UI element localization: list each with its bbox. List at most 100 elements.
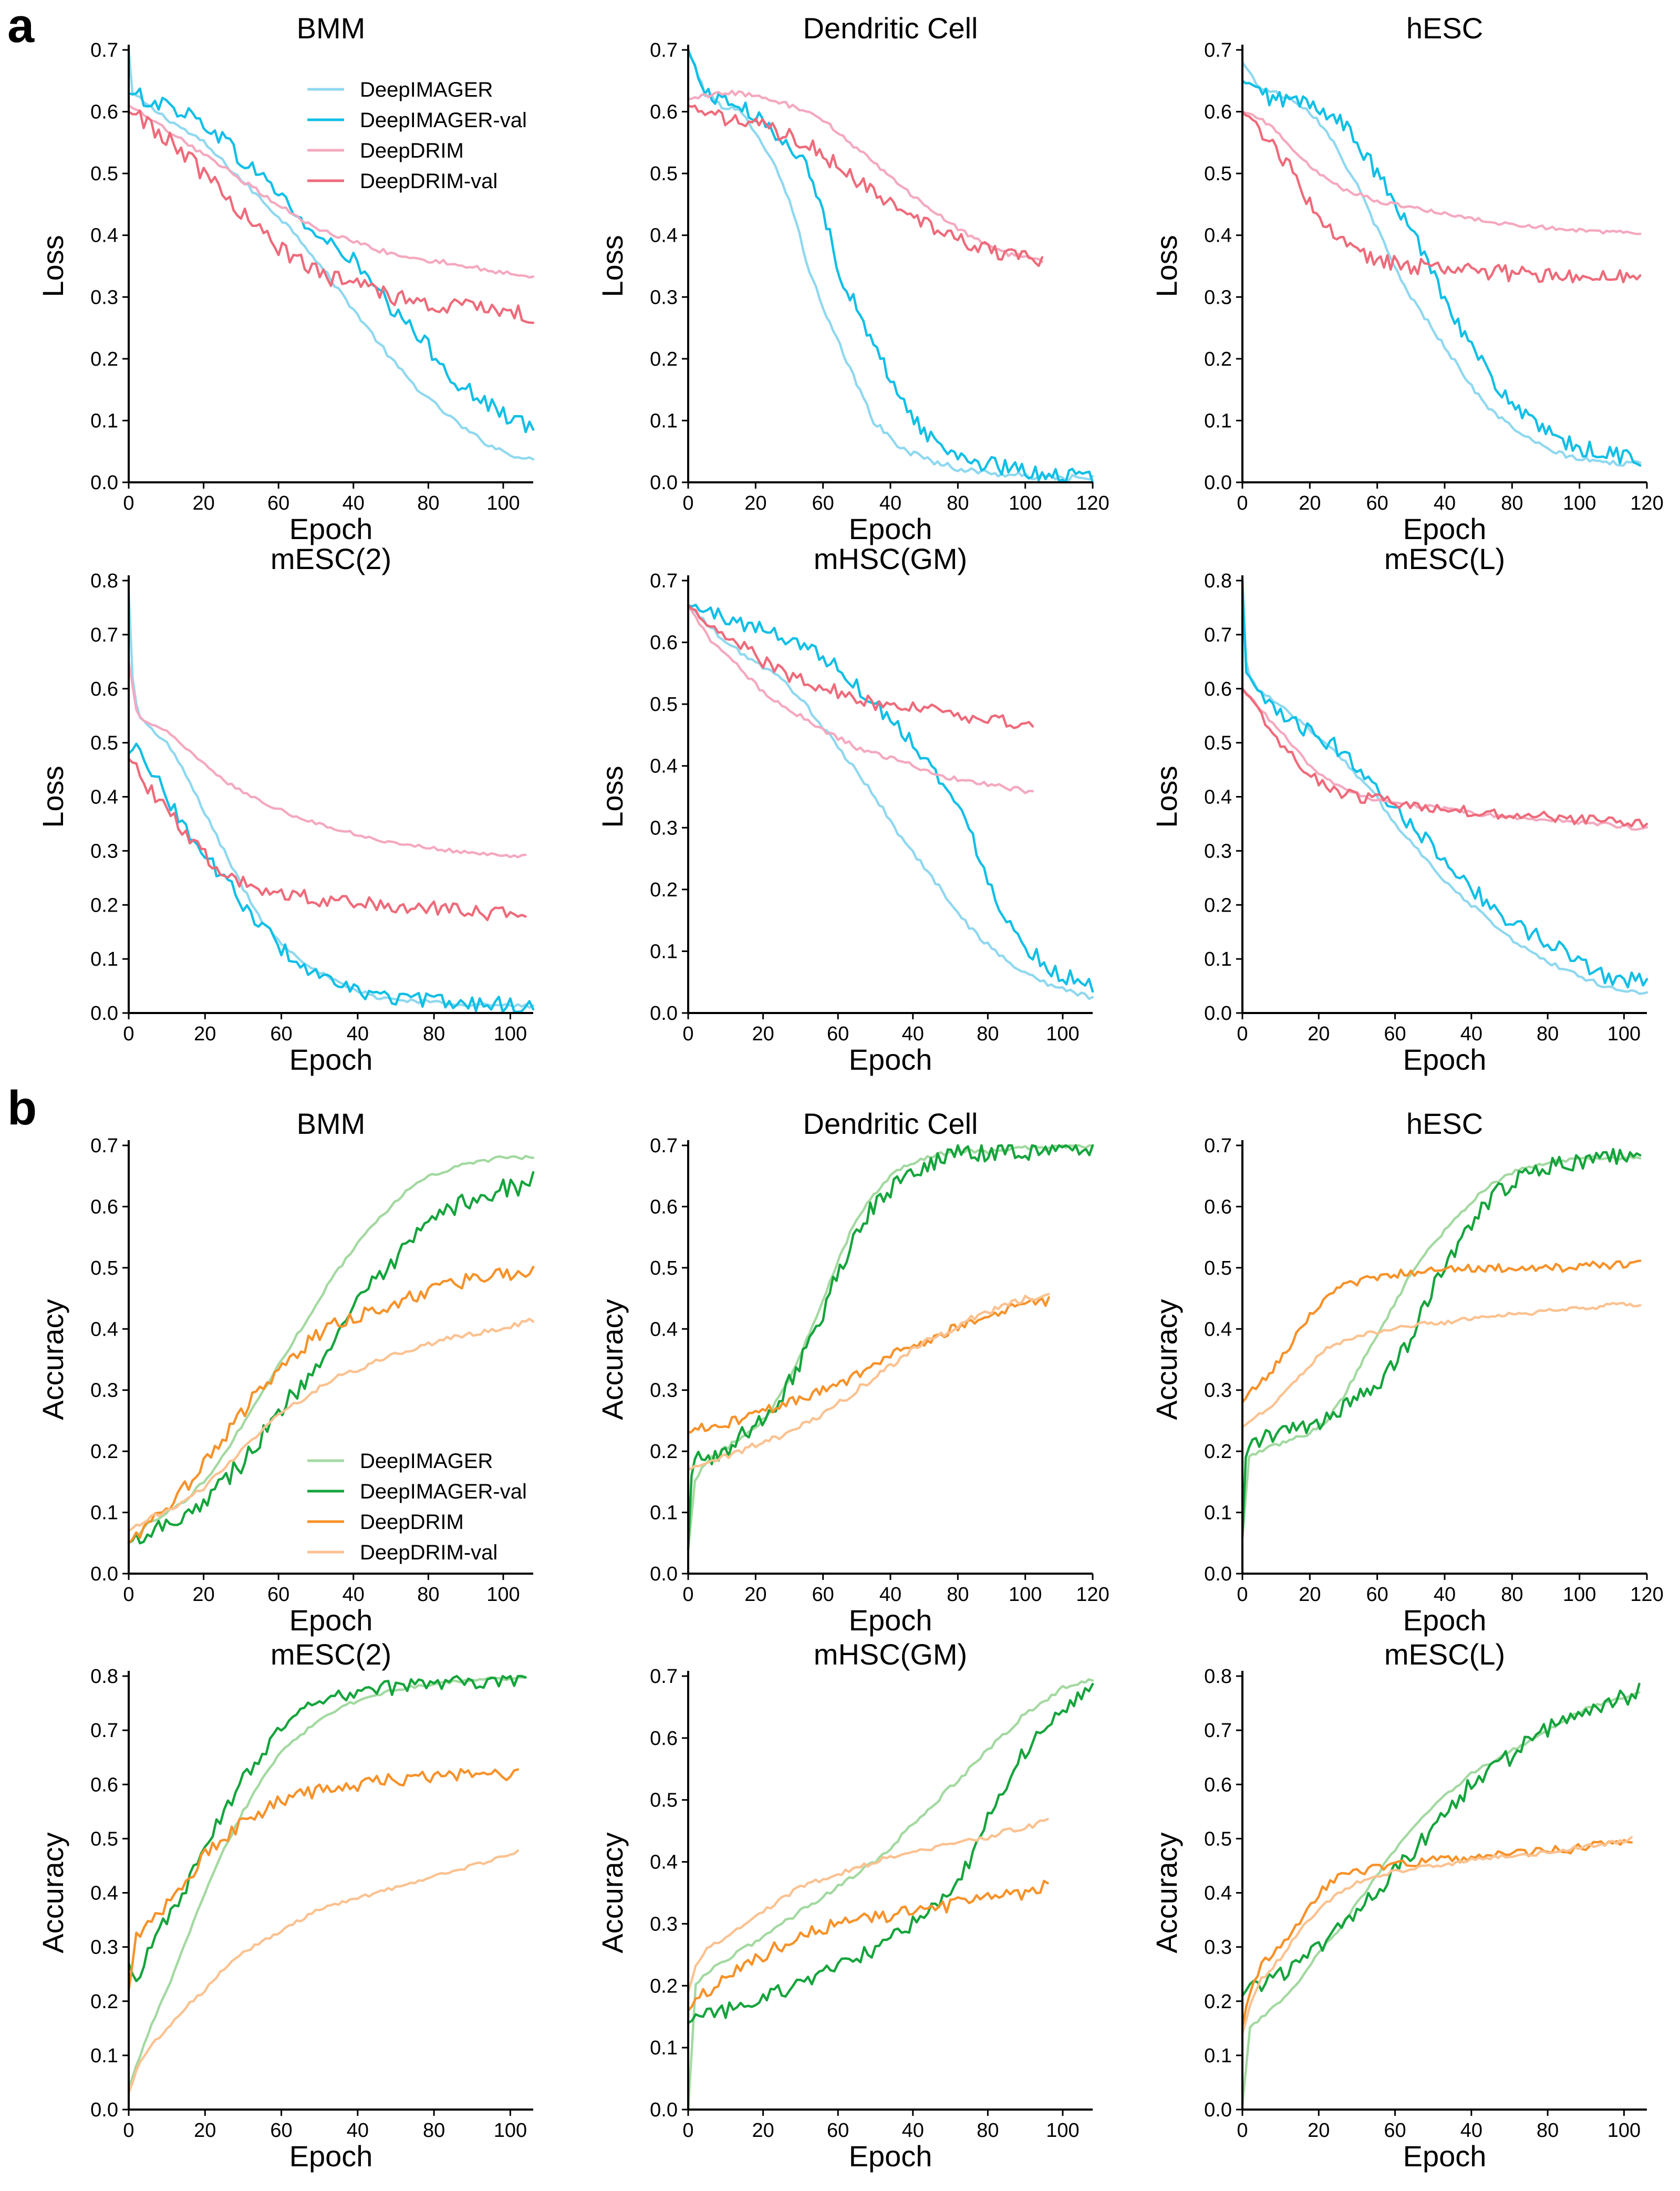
charts-container: BMM 0.0 0.1 0.2 0.3 0.4 0.5 0.6 0.7 0 20 60 40 80 100 E… xyxy=(36,12,1664,2173)
y-tick-label: 0.7 xyxy=(1204,39,1232,61)
chart-title: mESC(L) xyxy=(1384,1638,1505,1671)
legend-label: DeepIMAGER xyxy=(360,78,493,101)
y-tick-label: 0.2 xyxy=(1204,1991,1232,2013)
y-tick-label: 0.6 xyxy=(90,101,118,123)
y-tick-label: 0.7 xyxy=(650,570,678,592)
x-tick-label: 20 xyxy=(1299,492,1321,514)
y-tick-label: 0.5 xyxy=(1204,732,1232,755)
x-tick-label: 40 xyxy=(1434,492,1456,514)
x-tick-label: 80 xyxy=(977,2120,999,2142)
series-line-DeepIMAGER-val xyxy=(1241,579,1648,989)
y-tick-label: 0.0 xyxy=(1204,2099,1232,2121)
y-tick-label: 0.4 xyxy=(650,1318,678,1340)
x-tick-label: 80 xyxy=(417,1584,439,1606)
y-tick-label: 0.5 xyxy=(90,732,118,755)
chart-11: mESC(L) 0.0 0.1 0.2 0.3 0.4 0.5 0.6 0.7 0.8 0 20 60 4… xyxy=(1150,1638,1647,2173)
x-tick-label: 40 xyxy=(879,1584,901,1606)
series-line-DeepDRIM xyxy=(1241,1259,1642,1404)
legend-label: DeepDRIM xyxy=(360,139,464,162)
chart-title: Dendritic Cell xyxy=(803,1107,978,1140)
x-tick-label: 0 xyxy=(1237,2120,1248,2142)
y-axis-label: Loss xyxy=(596,235,629,297)
y-tick-label: 0.5 xyxy=(90,163,118,185)
y-tick-label: 0.1 xyxy=(1204,948,1232,970)
x-tick-label: 80 xyxy=(1537,2120,1559,2142)
y-tick-label: 0.1 xyxy=(90,2045,118,2067)
y-tick-label: 0.4 xyxy=(1204,1883,1232,1905)
y-tick-label: 0.0 xyxy=(650,472,678,494)
series-line-DeepIMAGER xyxy=(127,1154,535,1545)
x-tick-label: 100 xyxy=(1046,1023,1079,1045)
x-tick-label: 60 xyxy=(1384,2120,1406,2142)
series-line-DeepDRIM-val xyxy=(1241,1301,1642,1428)
x-tick-label: 20 xyxy=(752,2120,774,2142)
y-tick-label: 0.3 xyxy=(650,1380,678,1402)
x-tick-label: 0 xyxy=(1237,492,1248,514)
y-tick-label: 0.6 xyxy=(90,1196,118,1218)
y-axis-label: Accuracy xyxy=(1150,1299,1183,1420)
x-tick-label: 60 xyxy=(827,1023,849,1045)
series-line-DeepDRIM-val xyxy=(687,1293,1050,1471)
series-line-DeepDRIM xyxy=(687,604,1034,794)
y-tick-label: 0.3 xyxy=(1204,840,1232,862)
series-line-DeepIMAGER-val xyxy=(687,603,1094,993)
x-tick-label: 0 xyxy=(123,492,134,514)
x-tick-label: 20 xyxy=(192,492,214,514)
x-tick-label: 20 xyxy=(1308,1023,1330,1045)
series-line-DeepDRIM-val xyxy=(127,1849,520,2095)
series-line-DeepIMAGER-val xyxy=(127,742,535,1014)
x-axis-label: Epoch xyxy=(1403,1043,1487,1076)
y-tick-label: 0.6 xyxy=(1204,101,1232,123)
x-tick-label: 60 xyxy=(267,1584,289,1606)
y-tick-label: 0.3 xyxy=(90,1380,118,1402)
chart-8: hESC 0.0 0.1 0.2 0.3 0.4 0.5 0.6 0.7 0 20 60 40 80 100… xyxy=(1150,1107,1664,1637)
x-tick-label: 120 xyxy=(1076,492,1109,514)
series-line-DeepIMAGER-val xyxy=(127,87,535,433)
x-tick-label: 0 xyxy=(1237,1023,1248,1045)
y-tick-label: 0.8 xyxy=(90,570,118,592)
y-tick-label: 0.5 xyxy=(650,1257,678,1279)
series-line-DeepIMAGER-val xyxy=(1241,1148,1642,1538)
y-axis-label: Accuracy xyxy=(36,1832,69,1953)
y-tick-label: 0.5 xyxy=(1204,1257,1232,1279)
x-tick-label: 80 xyxy=(977,1023,999,1045)
y-tick-label: 0.2 xyxy=(1204,1441,1232,1463)
y-tick-label: 0.6 xyxy=(1204,1196,1232,1218)
y-tick-label: 0.2 xyxy=(90,894,118,916)
series-line-DeepIMAGER xyxy=(127,48,535,461)
y-tick-label: 0.2 xyxy=(90,1441,118,1463)
legend-label: DeepDRIM-val xyxy=(360,1541,497,1564)
legend-label: DeepIMAGER xyxy=(360,1450,493,1473)
x-tick-label: 80 xyxy=(1501,492,1523,514)
y-tick-label: 0.6 xyxy=(650,1728,678,1750)
x-tick-label: 80 xyxy=(423,2120,445,2142)
y-tick-label: 0.0 xyxy=(1204,1563,1232,1585)
x-axis-label: Epoch xyxy=(289,512,373,545)
x-tick-label: 120 xyxy=(1630,1584,1663,1606)
x-axis-label: Epoch xyxy=(1403,2140,1487,2173)
y-tick-label: 0.1 xyxy=(650,410,678,432)
x-tick-label: 100 xyxy=(1608,1023,1641,1045)
x-tick-label: 80 xyxy=(1501,1584,1523,1606)
x-tick-label: 40 xyxy=(1460,1023,1482,1045)
series-line-DeepIMAGER xyxy=(687,1144,1094,1551)
y-tick-label: 0.5 xyxy=(90,1257,118,1279)
y-tick-label: 0.0 xyxy=(650,1003,678,1025)
x-tick-label: 0 xyxy=(682,1584,693,1606)
y-tick-label: 0.7 xyxy=(1204,1720,1232,1742)
series-line-DeepDRIM-val xyxy=(687,604,1034,729)
y-tick-label: 0.7 xyxy=(1204,1135,1232,1157)
chart-title: mESC(2) xyxy=(271,542,391,575)
series-line-DeepDRIM-val xyxy=(687,104,1044,267)
series-line-DeepDRIM xyxy=(687,1296,1050,1434)
series-line-DeepIMAGER-val xyxy=(1241,79,1642,467)
series-line-DeepIMAGER xyxy=(1241,1691,1641,2105)
x-tick-label: 20 xyxy=(752,1023,774,1045)
y-tick-label: 0.1 xyxy=(1204,1502,1232,1524)
legend-label: DeepIMAGER-val xyxy=(360,1480,527,1503)
x-tick-label: 0 xyxy=(1237,1584,1248,1606)
series-line-DeepDRIM-val xyxy=(127,758,527,922)
y-tick-label: 0.0 xyxy=(1204,1003,1232,1025)
series-line-DeepDRIM-val xyxy=(127,1317,535,1532)
